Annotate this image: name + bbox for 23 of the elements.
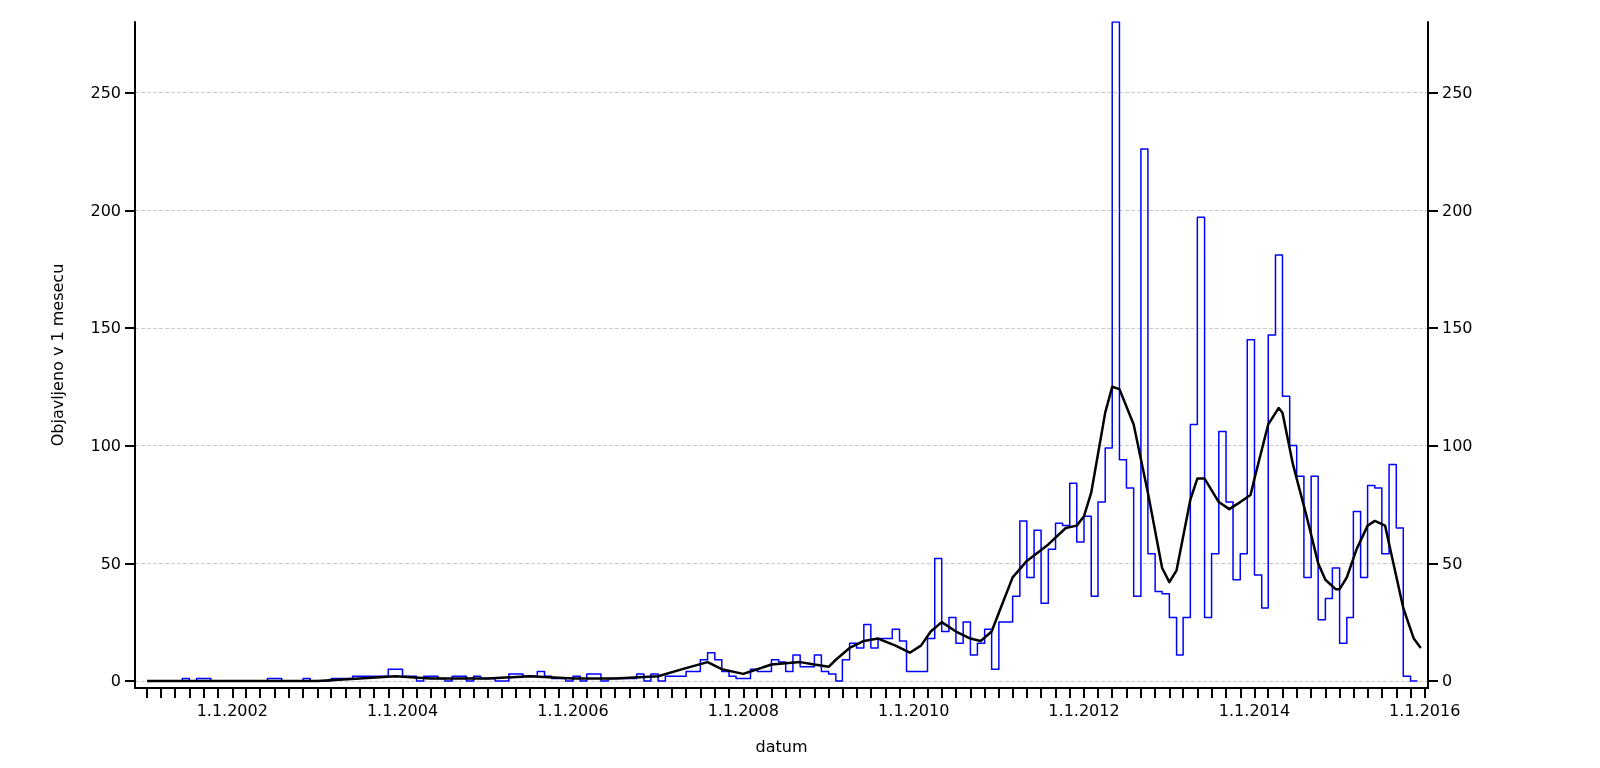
y2-tick-label: 100 <box>1442 436 1473 456</box>
y2-tick-label: 0 <box>1442 671 1453 691</box>
y-tick-label: 200 <box>90 200 121 220</box>
line-series <box>145 385 1423 683</box>
x-tick-label: 1.1.2002 <box>196 700 268 720</box>
y-tick-label: 0 <box>110 671 121 691</box>
x-tick-label: 1.1.2004 <box>366 700 439 720</box>
y2-tick-label: 200 <box>1442 200 1473 220</box>
x-tick-label: 1.1.2016 <box>1389 700 1461 720</box>
y2-tick-label: 50 <box>1442 553 1463 573</box>
x-tick-label: 1.1.2010 <box>878 700 950 720</box>
x-tick-label: 1.1.2008 <box>707 700 779 720</box>
y-tick-label: 250 <box>90 83 121 103</box>
y-tick-label: 50 <box>100 553 121 573</box>
x-axis-title: datum <box>755 736 808 756</box>
x-tick-label: 1.1.2014 <box>1218 700 1291 720</box>
y-tick-label: 150 <box>90 318 121 338</box>
y-tick-label: 100 <box>90 436 121 456</box>
y-axis-title: Objavljeno v 1 mesecu <box>47 263 67 447</box>
x-tick-label: 1.1.2006 <box>537 700 609 720</box>
x-tick-label: 1.1.2012 <box>1048 700 1120 720</box>
y2-tick-label: 150 <box>1442 318 1473 338</box>
y2-tick-label: 250 <box>1442 83 1473 103</box>
